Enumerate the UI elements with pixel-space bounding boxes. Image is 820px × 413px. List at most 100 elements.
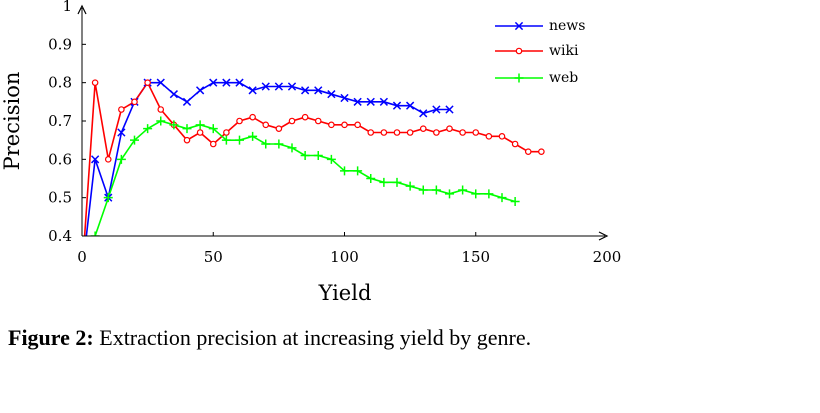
data-point-news [379,97,389,106]
data-point-news [182,97,192,106]
data-point-web [431,185,441,195]
data-point-wiki [275,125,283,132]
x-tick-label: 150 [461,248,490,266]
data-point-web [274,139,284,149]
data-point-wiki [511,140,519,148]
data-point-web [405,181,415,191]
data-point-news [156,78,165,87]
marker-layer [78,78,545,279]
data-point-web [195,120,205,130]
data-point-news [445,105,454,114]
data-point-web [379,177,389,187]
series-line-news [85,81,450,236]
data-point-web [143,124,153,134]
data-point-web [497,193,507,203]
data-point-news [117,128,126,137]
data-point-wiki [472,129,480,136]
axes: 0 50 100 150 200 0.4 0.5 0.6 0.7 0.8 0.9 1 Yield Prec… [0,0,621,305]
data-point-wiki [301,113,309,121]
data-point-web [90,231,100,236]
legend-label-wiki: wiki [549,43,579,59]
data-point-wiki [157,106,165,113]
legend: news wiki web [495,18,585,86]
data-point-news [405,101,415,110]
data-point-web [221,135,231,145]
data-point-wiki [459,129,466,136]
data-point-wiki [104,156,112,163]
data-point-web [182,124,192,134]
data-point-wiki [131,98,138,106]
data-point-news [327,90,336,99]
data-point-news [222,78,231,87]
x-tick-label: 50 [204,248,223,266]
figure-caption: Figure 2: Extraction precision at increa… [8,325,808,351]
y-tick-label: 0.5 [48,189,72,207]
data-point-wiki [485,133,493,140]
legend-marker-news [514,21,524,31]
data-point-news [432,105,441,114]
data-point-web [248,131,258,141]
data-point-web [156,116,166,126]
x-axis-title: Yield [318,281,372,305]
data-point-wiki [341,121,348,129]
x-tick-label: 100 [330,248,359,266]
data-point-wiki [498,133,506,140]
legend-label-web: web [549,70,578,86]
y-axis-arrow [77,4,87,15]
data-point-wiki [406,129,414,136]
y-tick-label: 0.9 [48,35,72,53]
data-point-news [78,271,85,278]
data-point-news [353,97,362,106]
data-point-wiki [144,79,151,86]
y-axis-title: Precision [0,72,24,171]
data-point-web [235,135,244,145]
precision-yield-chart: 0 50 100 150 200 0.4 0.5 0.6 0.7 0.8 0.9 1 Yield Prec… [0,0,621,305]
data-point-web [208,124,218,134]
legend-entry-web: web [495,70,578,86]
data-point-wiki [183,136,191,144]
data-point-wiki [433,129,440,136]
data-point-wiki [328,121,335,129]
data-point-news [392,101,402,110]
data-point-wiki [354,121,361,129]
data-point-news [287,82,297,91]
data-point-wiki [393,129,401,136]
data-point-web [471,189,481,199]
data-point-wiki [79,272,84,277]
data-point-wiki [367,129,375,136]
y-tick-label: 1 [62,0,72,15]
data-point-news [366,97,375,106]
y-tick-label: 0.7 [48,112,72,130]
data-point-web [510,197,520,206]
data-point-web [300,151,310,160]
x-tick-label: 200 [593,248,622,266]
series-line-web [94,120,516,236]
data-point-web [418,185,428,195]
legend-entry-news: news [495,18,585,34]
data-point-wiki [314,117,322,125]
data-point-wiki [262,121,270,129]
data-point-web [130,135,139,145]
series-layer [83,81,542,236]
data-point-web [326,154,336,164]
y-tick-label: 0.8 [48,74,72,92]
data-point-news [261,82,270,91]
legend-label-news: news [549,18,585,34]
data-point-news [314,86,323,95]
data-point-wiki [380,129,388,136]
data-point-web [78,270,87,279]
legend-marker-wiki [515,47,523,55]
data-point-news [169,90,179,99]
data-point-wiki [524,148,532,155]
data-point-wiki [91,79,99,86]
data-point-web [458,185,468,195]
legend-marker-web [514,73,524,83]
data-point-wiki [223,129,230,136]
data-point-web [366,174,376,183]
y-tick-label: 0.6 [48,150,72,168]
data-point-wiki [209,140,217,148]
data-point-news [209,78,218,87]
data-point-web [392,177,402,187]
series-line-wiki [83,81,542,236]
data-point-wiki [249,113,256,121]
